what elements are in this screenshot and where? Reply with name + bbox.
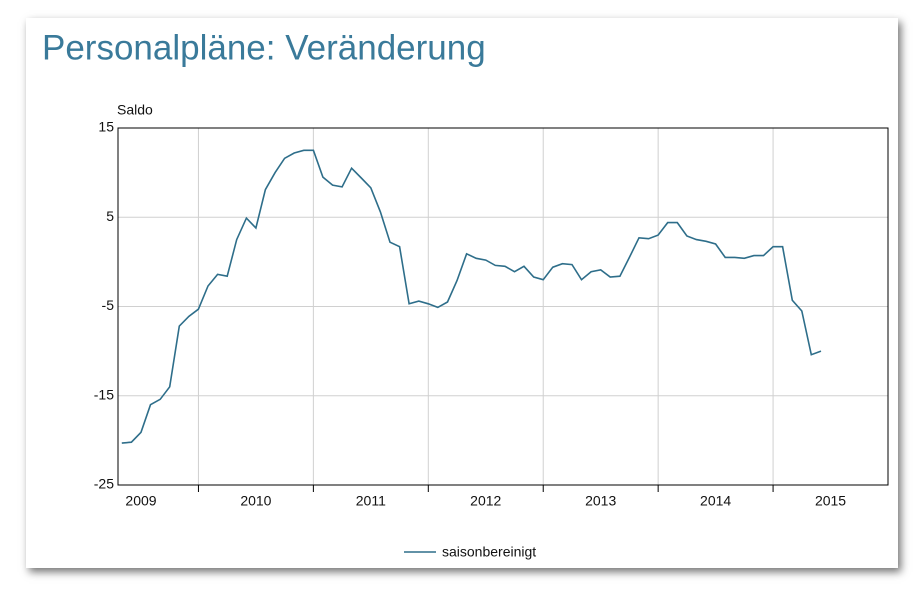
x-tick-label: 2012 — [470, 493, 501, 509]
y-tick-label: 5 — [106, 208, 114, 224]
chart-title: Personalpläne: Veränderung — [42, 28, 486, 67]
x-tick-label: 2009 — [125, 493, 156, 509]
x-tick-label: 2014 — [700, 493, 731, 509]
y-axis-label: Saldo — [117, 102, 153, 118]
y-tick-label: -25 — [94, 476, 114, 492]
x-tick-label: 2011 — [356, 493, 386, 509]
plot-frame — [117, 127, 889, 486]
y-tick-label: -15 — [94, 386, 114, 402]
legend-label: saisonbereinigt — [442, 544, 536, 560]
card — [26, 18, 898, 568]
line — [121, 149, 822, 444]
x-tick-label: 2010 — [240, 493, 271, 509]
x-tick-label: 2013 — [585, 493, 616, 509]
x-tick-label: 2015 — [815, 493, 846, 509]
y-tick-label: -5 — [102, 297, 115, 313]
y-tick-label: 15 — [98, 119, 114, 135]
